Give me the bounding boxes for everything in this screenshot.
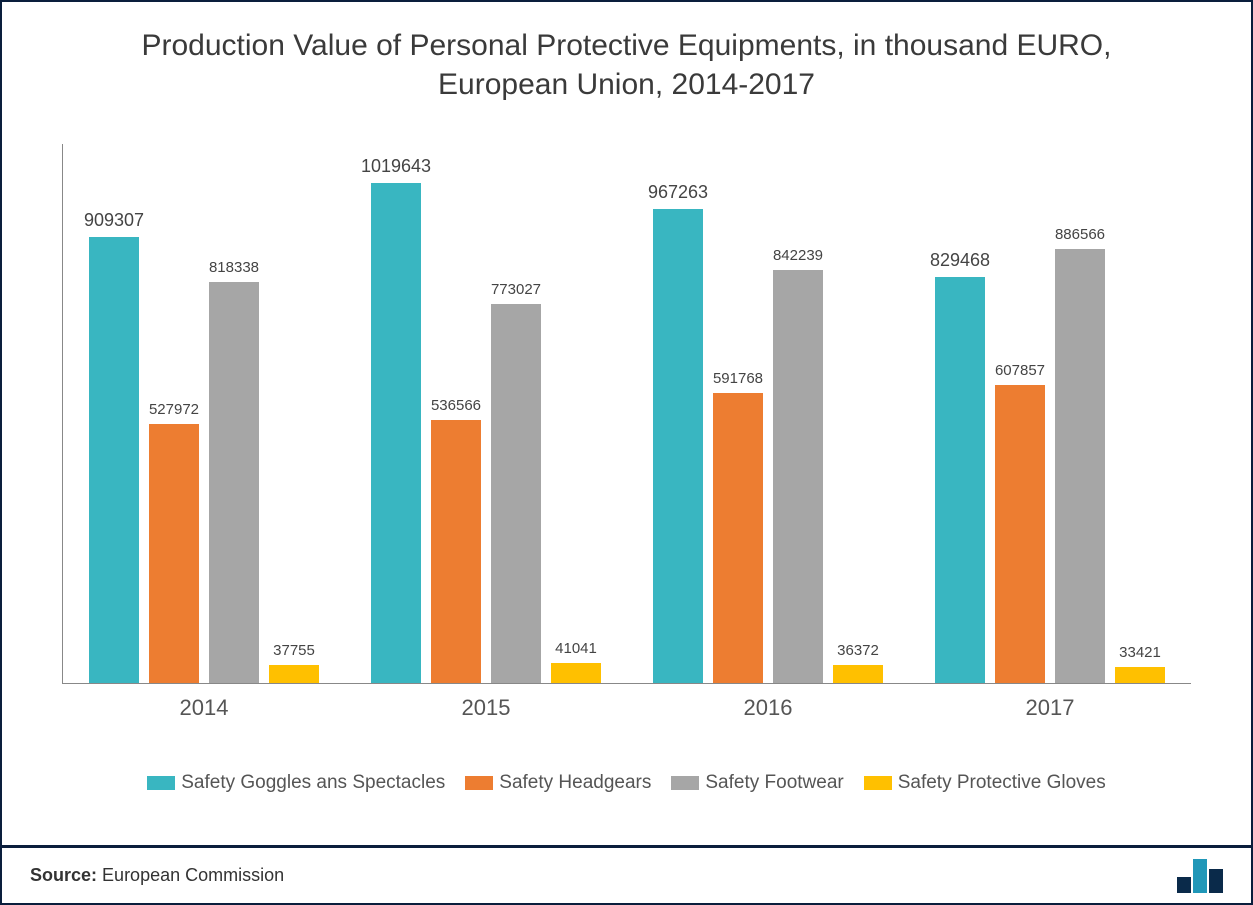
- bar: 829468: [935, 277, 985, 683]
- legend-swatch: [465, 776, 493, 790]
- bar: 842239: [773, 270, 823, 683]
- legend-label: Safety Headgears: [499, 772, 651, 794]
- cluster-2015: 101964353656677302741041: [371, 144, 601, 683]
- category-label: 2014: [180, 695, 229, 721]
- bar-value-label: 37755: [273, 642, 315, 665]
- bar: 1019643: [371, 183, 421, 683]
- footer: Source: European Commission: [2, 845, 1251, 903]
- bar-value-label: 33421: [1119, 644, 1161, 667]
- bar-value-label: 909307: [84, 210, 144, 237]
- legend-swatch: [147, 776, 175, 790]
- bar: 536566: [431, 420, 481, 683]
- bar-value-label: 967263: [648, 182, 708, 209]
- category-label: 2016: [744, 695, 793, 721]
- chart-area: 9093075279728183383775520141019643536566…: [42, 144, 1211, 724]
- legend-item: Safety Headgears: [465, 772, 651, 794]
- bar: 41041: [551, 663, 601, 683]
- bar-value-label: 36372: [837, 642, 879, 665]
- bar: 527972: [149, 424, 199, 683]
- bar: 886566: [1055, 249, 1105, 683]
- bar-value-label: 607857: [995, 362, 1045, 385]
- bar-value-label: 818338: [209, 259, 259, 282]
- bar: 967263: [653, 209, 703, 683]
- bar-value-label: 536566: [431, 397, 481, 420]
- legend-item: Safety Goggles ans Spectacles: [147, 772, 445, 794]
- cluster-2014: 90930752797281833837755: [89, 144, 319, 683]
- bar-value-label: 41041: [555, 640, 597, 663]
- legend-item: Safety Footwear: [671, 772, 843, 794]
- bar-value-label: 773027: [491, 281, 541, 304]
- bar: 773027: [491, 304, 541, 683]
- legend-label: Safety Footwear: [705, 772, 843, 794]
- bar-value-label: 886566: [1055, 226, 1105, 249]
- bar-value-label: 829468: [930, 250, 990, 277]
- bar-value-label: 1019643: [361, 156, 431, 183]
- source-label: Source:: [30, 865, 97, 885]
- bar-value-label: 842239: [773, 247, 823, 270]
- legend-item: Safety Protective Gloves: [864, 772, 1106, 794]
- source-text: Source: European Commission: [30, 865, 284, 886]
- source-value: European Commission: [102, 865, 284, 885]
- category-label: 2015: [462, 695, 511, 721]
- cluster-2017: 82946860785788656633421: [935, 144, 1165, 683]
- legend-swatch: [671, 776, 699, 790]
- bar-value-label: 527972: [149, 401, 199, 424]
- category-label: 2017: [1026, 695, 1075, 721]
- plot-area: 9093075279728183383775520141019643536566…: [62, 144, 1191, 684]
- bar: 36372: [833, 665, 883, 683]
- bar: 33421: [1115, 667, 1165, 683]
- legend-label: Safety Goggles ans Spectacles: [181, 772, 445, 794]
- bar: 818338: [209, 282, 259, 683]
- bar: 37755: [269, 665, 319, 683]
- bar: 607857: [995, 385, 1045, 683]
- legend-swatch: [864, 776, 892, 790]
- bar-value-label: 591768: [713, 370, 763, 393]
- chart-title: Production Value of Personal Protective …: [2, 2, 1251, 114]
- legend-label: Safety Protective Gloves: [898, 772, 1106, 794]
- cluster-2016: 96726359176884223936372: [653, 144, 883, 683]
- legend: Safety Goggles ans Spectacles Safety Head…: [2, 772, 1251, 796]
- bar: 909307: [89, 237, 139, 683]
- logo-icon: [1177, 859, 1223, 893]
- bar: 591768: [713, 393, 763, 683]
